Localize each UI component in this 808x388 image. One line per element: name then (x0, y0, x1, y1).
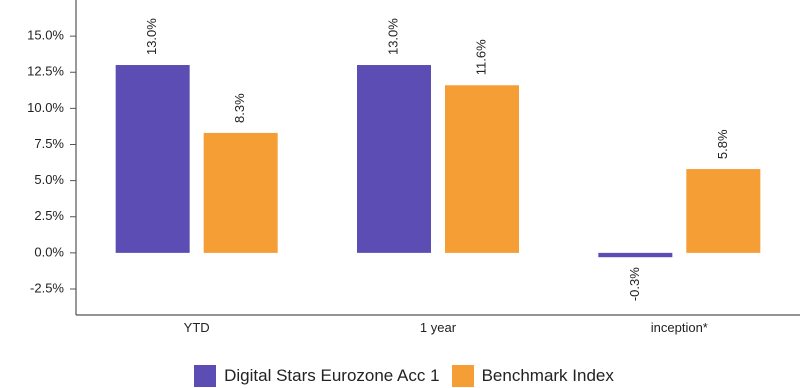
bar-1-1 (115, 65, 190, 253)
x-tick-label: 1 year (420, 320, 457, 335)
y-tick-label: -2.5% (30, 280, 64, 295)
y-tick-label: 15.0% (27, 28, 64, 43)
data-label: 13.0% (385, 18, 400, 55)
x-tick-label: YTD (184, 320, 210, 335)
y-tick-label: 0.0% (34, 244, 64, 259)
legend-label-series-1: Digital Stars Eurozone Acc 1 (224, 366, 440, 385)
y-tick-label: 2.5% (34, 208, 64, 223)
data-labels: 13.0% 8.3% 13.0% 11.6% -0.3% 5.8% (144, 18, 730, 301)
legend: Digital Stars Eurozone Acc 1 Benchmark I… (0, 364, 808, 388)
bar-1-3 (598, 252, 673, 258)
data-label: 13.0% (144, 18, 159, 55)
y-tick-label: 7.5% (34, 136, 64, 151)
data-label: -0.3% (627, 267, 642, 301)
legend-item-series-1: Digital Stars Eurozone Acc 1 (194, 365, 440, 387)
y-tick-label: 10.0% (27, 100, 64, 115)
bar-chart: -2.5% 0.0% 2.5% 5.0% 7.5% 10.0% 12.5% 15.0% 13.… (27, 0, 800, 335)
data-label: 8.3% (232, 93, 247, 123)
x-tick-label: inception* (651, 320, 708, 335)
y-tick-label: 12.5% (27, 64, 64, 79)
bar-2-3 (686, 169, 761, 253)
legend-swatch-series-1 (194, 365, 217, 387)
legend-swatch-series-2 (451, 365, 474, 387)
legend-label-series-2: Benchmark Index (481, 366, 614, 385)
bar-2-1 (203, 132, 278, 253)
legend-item-series-2: Benchmark Index (451, 365, 614, 387)
y-axis-ticks: -2.5% 0.0% 2.5% 5.0% 7.5% 10.0% 12.5% 15.0% (27, 28, 76, 295)
x-axis-ticks: YTD 1 year inception* (184, 320, 708, 335)
bar-2-2 (445, 85, 519, 253)
y-tick-label: 5.0% (34, 172, 64, 187)
data-label: 11.6% (473, 39, 488, 75)
data-label: 5.8% (715, 129, 730, 159)
bars (115, 65, 761, 258)
bar-1-2 (357, 65, 431, 253)
